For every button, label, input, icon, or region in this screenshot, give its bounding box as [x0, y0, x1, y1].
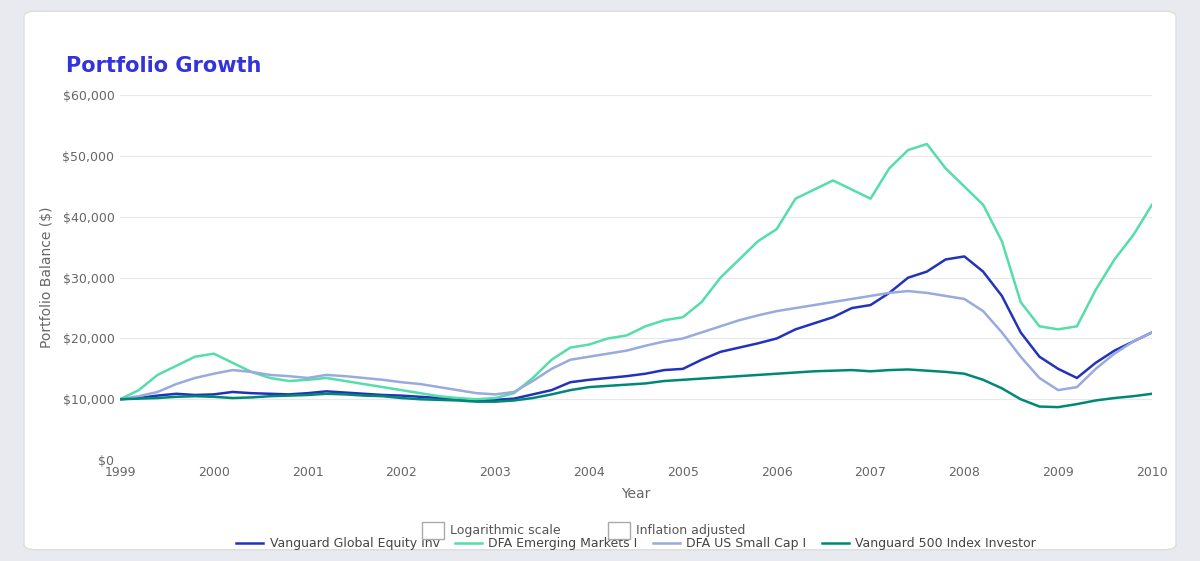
Text: Logarithmic scale: Logarithmic scale: [450, 523, 560, 537]
Text: Inflation adjusted: Inflation adjusted: [636, 523, 745, 537]
Y-axis label: Portfolio Balance ($): Portfolio Balance ($): [40, 207, 54, 348]
X-axis label: Year: Year: [622, 487, 650, 501]
Legend: Vanguard Global Equity Inv, DFA Emerging Markets I, DFA US Small Cap I, Vanguard: Vanguard Global Equity Inv, DFA Emerging…: [230, 532, 1042, 555]
Text: Portfolio Growth: Portfolio Growth: [66, 56, 262, 76]
